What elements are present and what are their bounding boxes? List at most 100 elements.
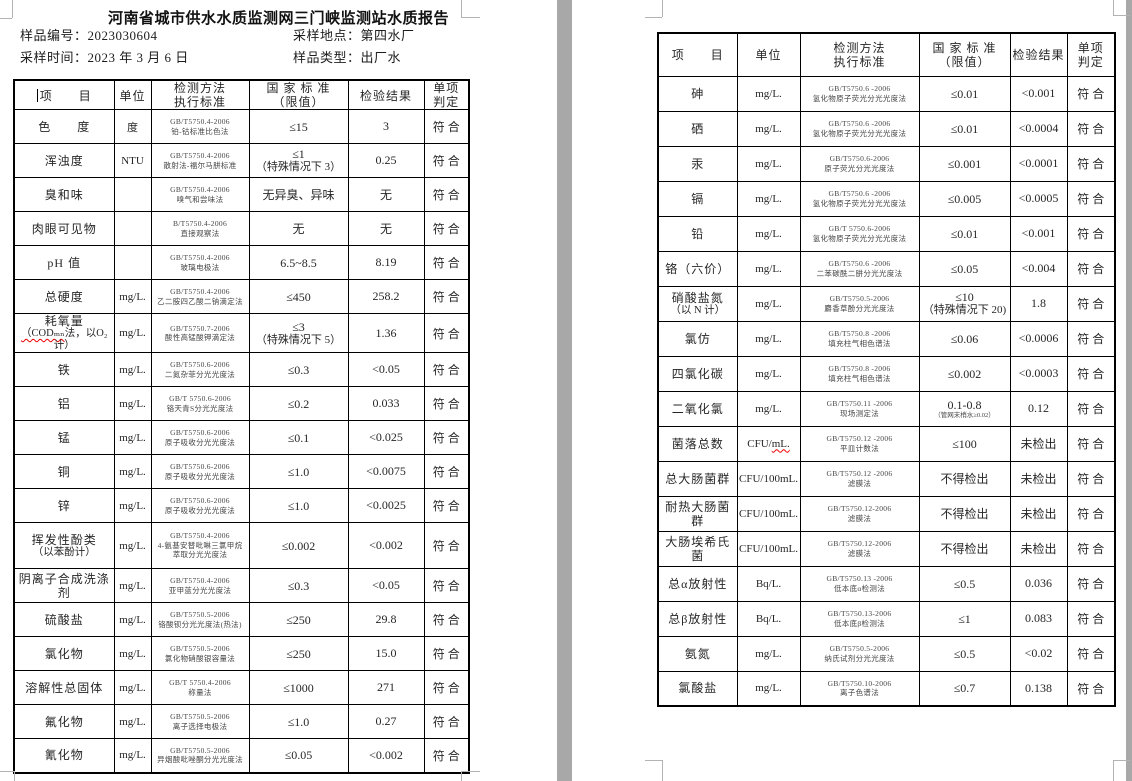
table-row: 四氯化碳 mg/L. GB/T5750.8 -2006 填充柱气相色谱法 ≤0.002 <… [657,355,1116,392]
cell-method: GB/T5750.11 -2006 现场测定法 [799,390,920,427]
header-method: 检测方法 执行标准 [150,79,250,110]
method-name: 4-氨基安替吡啉三氯甲烷 [157,540,243,550]
item-name: 铜 [57,464,71,479]
item-name: 氯仿 [684,331,711,346]
item-name: 氯化物 [44,646,84,661]
cell-result: <0.001 [1009,75,1068,112]
method-name: 二苯碳酰二肼分光光度法 [816,268,903,278]
cell-verdict: 符合 [423,420,470,455]
cell-result: 8.19 [347,245,425,280]
cell-item: 氯化物 [13,636,115,671]
limit-special-note: （特殊情况下 3） [255,161,342,173]
cell-unit: mg/L. [736,320,801,357]
limit-value: 无 [292,221,305,236]
cell-result: <0.004 [1009,250,1068,287]
cell-unit: mg/L. [113,420,152,455]
header-item: 项 目 [13,79,115,110]
limit-value: ≤0.01 [950,121,979,136]
item-name: 锰 [57,430,71,445]
cell-verdict: 符合 [1066,600,1116,637]
limit-value: ≤0.2 [287,396,310,411]
table-row: 色 度度 GB/T5750.4-2006 铂-钴标准比色法 ≤15 3 符合 [13,109,470,144]
cell-verdict: 符合 [1066,180,1116,217]
method-standard-code: GB/T5750.5-2006 [170,610,230,619]
cell-result: <0.002 [347,522,425,569]
limit-value: ≤1 [958,611,971,626]
crop-mark [0,18,12,19]
sample-time-label: 采样时间： [20,50,88,65]
cell-result: <0.05 [347,568,425,603]
cell-method: GB/T5750.6 -2006 氢化物原子荧光分光光度法 [799,180,920,217]
cell-result: 无 [347,177,425,212]
header-unit: 单位 [736,32,801,77]
cell-limit: ≤1.0 [248,704,349,739]
cell-result: 0.12 [1009,390,1068,427]
cell-unit: CFU/100mL. [736,460,801,497]
cell-unit: mg/L. [113,522,152,569]
cell-verdict: 符合 [423,211,470,246]
cell-item: 氟化物 [13,704,115,739]
table-row: 总β放射性 Bq/L. GB/T5750.13-2006 低本底β检测法 ≤1 0.083… [657,600,1116,637]
cell-result: 3 [347,109,425,144]
method-name: 填充柱气相色谱法 [828,373,891,383]
cell-item: 铝 [13,386,115,421]
table-row: 镉 mg/L. GB/T5750.6 -2006 氢化物原子荧光分光光度法 ≤0.005… [657,180,1116,217]
cell-limit: 6.5~8.5 [248,245,349,280]
sample-number-value: 2023030604 [87,28,158,43]
item-name: 臭和味 [44,187,84,202]
cell-verdict: 符合 [423,352,470,387]
cell-limit: ≤0.002 [248,522,349,569]
header-result: 检验结果 [347,79,425,110]
item-name: 四氯化碳 [671,366,724,381]
cell-verdict: 符合 [1066,215,1116,252]
method-name: 氢化物原子荧光分光光度法 [812,233,907,243]
method-standard-code: GB/T5750.5-2006 [170,745,230,755]
cell-method: GB/T5750.12-2006 滤膜法 [799,495,920,532]
method-standard-code: GB/T5750.5-2006 [170,712,230,721]
limit-value: ≤250 [286,612,311,627]
item-name: 挥发性酚类 [31,532,97,547]
cell-item: 总α放射性 [657,565,738,602]
item-name: 肉眼可见物 [31,221,97,236]
method-standard-code: GB/T5750.4-2006 [170,253,230,262]
cell-verdict: 符合 [1066,565,1116,602]
method-standard-code: GB/T5750.4-2006 [170,117,230,126]
cell-item: 铅 [657,215,738,252]
cell-verdict: 符合 [423,454,470,489]
text-cursor [36,88,38,102]
method-standard-code: GB/T5750.7-2006 [170,323,230,333]
cell-method: B/T5750.4-2006 直接观察法 [150,211,250,246]
cell-result: 未检出 [1009,460,1068,497]
method-name: 散射法-福尔马肼标准 [163,160,237,170]
cell-item: 总硬度 [13,279,115,314]
method-name: 现场测定法 [840,408,879,418]
cell-method: GB/T5750.7-2006 酸性高锰酸钾滴定法 [150,313,250,353]
table-row: 菌落总数 CFU/mL. GB/T5750.12 -2006 平皿计数法 ≤100 未检出… [657,425,1116,462]
cell-item: 四氯化碳 [657,355,738,392]
method-name: 氯化物硝酸银容量法 [164,653,236,663]
cell-method: GB/T5750.5-2006 异烟酸吡唑酮分光光度法 [150,738,250,773]
cell-item: 镉 [657,180,738,217]
method-name: 离子色谱法 [840,688,879,698]
header-method: 检测方法 执行标准 [799,32,920,77]
results-table-page1: 项 目 单位 检测方法 执行标准 国 家 标 准（限值） 检验结果 单项 判定 色 … [13,79,470,774]
limit-value: ≤250 [286,646,311,661]
cell-method: GB/T5750.5-2006 离子选择电极法 [150,704,250,739]
table-row: 铝 mg/L. GB/T 5750.6-2006 铬天青S分光光度法 ≤0.2 0.033… [13,386,470,421]
table-row: 浑浊度 NTU GB/T5750.4-2006 散射法-福尔马肼标准 ≤1 （特殊情况下 … [13,143,470,178]
table-row: 氯化物 mg/L. GB/T5750.5-2006 氯化物硝酸银容量法 ≤250 15.0… [13,636,470,671]
cell-method: GB/T5750.6 -2006 二苯碳酰二肼分光光度法 [799,250,920,287]
item-name: 氰化物 [44,748,84,763]
method-name: 氢化物原子荧光分光光度法 [812,93,907,103]
method-name: 低本底α检测法 [833,583,886,593]
method-standard-code: GB/T5750.10-2006 [827,678,892,688]
header-unit: 单位 [113,79,152,110]
cell-unit: mg/L. [736,670,801,707]
crop-mark [662,760,663,781]
results-table-page2: 项 目 单位 检测方法 执行标准 国 家 标 准（限值） 检验结果 单项 判定 砷 m… [657,32,1116,707]
limit-value: ≤1000 [283,680,314,695]
report-title: 河南省城市供水水质监测网三门峡监测站水质报告 [107,11,449,27]
item-name: pH 值 [47,255,82,270]
cell-unit: mg/L. [113,670,152,705]
